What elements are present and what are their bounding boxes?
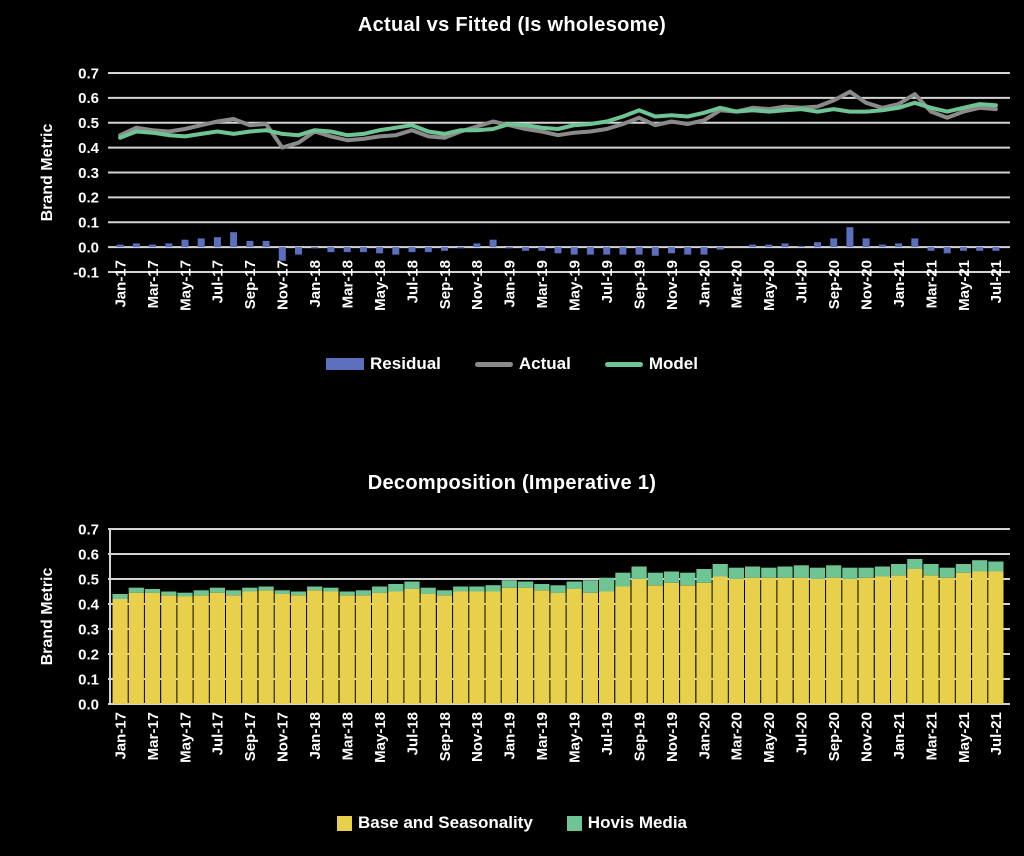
svg-text:0.2: 0.2 [78,190,99,207]
svg-text:Jan-21: Jan-21 [891,260,908,308]
svg-text:Jan-20: Jan-20 [696,260,713,308]
svg-text:Jan-17: Jan-17 [112,260,129,308]
svg-text:0.0: 0.0 [78,696,99,713]
legend-label-hovis-media: Hovis Media [587,813,687,832]
svg-text:Jan-18: Jan-18 [307,260,324,308]
svg-text:Mar-17: Mar-17 [145,712,162,760]
svg-text:Jul-18: Jul-18 [404,712,421,755]
svg-text:Sep-18: Sep-18 [437,260,454,309]
svg-text:Nov-20: Nov-20 [858,260,875,310]
svg-text:May-19: May-19 [566,260,583,311]
legend-item-base: Base and Seasonality [336,813,533,833]
hovis-media-swatch-icon [566,815,582,831]
svg-text:Mar-19: Mar-19 [534,712,551,760]
svg-text:Jan-17: Jan-17 [112,712,129,760]
svg-text:0.5: 0.5 [78,115,99,132]
svg-text:May-20: May-20 [761,712,778,763]
svg-text:0.3: 0.3 [78,165,99,182]
svg-text:May-21: May-21 [956,260,973,311]
decomposition-title: Decomposition (Imperative 1) [367,472,657,494]
svg-text:Nov-19: Nov-19 [664,712,681,762]
actual-vs-fitted-plot: 0.7 0.6 0.5 0.4 0.3 0.2 0.1 0.0 -0.1 Brand Metric… [39,65,1010,311]
svg-text:Nov-18: Nov-18 [469,260,486,310]
legend-item-residual: Residual [326,354,441,374]
svg-text:Sep-17: Sep-17 [242,260,259,309]
actual-vs-fitted-title: Actual vs Fitted (Is wholesome) [357,14,667,36]
svg-text:Jul-17: Jul-17 [210,260,227,303]
legend-item-actual: Actual [474,354,571,374]
svg-text:Nov-17: Nov-17 [275,260,292,310]
svg-text:May-18: May-18 [372,260,389,311]
legend-item-hovis-media: Hovis Media [566,813,687,833]
svg-text:Nov-17: Nov-17 [275,712,292,762]
svg-text:0.6: 0.6 [78,546,99,563]
svg-text:May-20: May-20 [761,260,778,311]
svg-text:Nov-18: Nov-18 [469,712,486,762]
svg-text:Nov-20: Nov-20 [858,712,875,762]
svg-text:Jan-21: Jan-21 [891,712,908,760]
svg-text:Jul-19: Jul-19 [599,260,616,303]
svg-text:0.2: 0.2 [78,646,99,663]
svg-text:Jul-20: Jul-20 [794,712,811,755]
svg-text:0.1: 0.1 [78,671,99,688]
model-swatch-icon [604,361,643,367]
actual-swatch-icon [474,361,513,367]
svg-text:Jan-19: Jan-19 [502,712,519,760]
svg-text:Mar-21: Mar-21 [923,712,940,760]
svg-text:Sep-20: Sep-20 [826,712,843,761]
svg-text:0.4: 0.4 [78,140,100,157]
legend-label-residual: Residual [370,354,441,373]
svg-text:Mar-17: Mar-17 [145,260,162,308]
base-swatch-icon [336,815,352,831]
svg-text:Jul-21: Jul-21 [988,712,1005,755]
svg-text:Mar-21: Mar-21 [923,260,940,308]
svg-text:0.1: 0.1 [78,215,99,232]
decomposition-legend: Base and Seasonality Hovis Media [0,813,1024,833]
svg-text:Mar-18: Mar-18 [339,712,356,760]
svg-text:Nov-19: Nov-19 [664,260,681,310]
svg-text:Sep-19: Sep-19 [631,712,648,761]
decomposition-plot: 0.7 0.6 0.5 0.4 0.3 0.2 0.1 0.0 Brand Metric Jan-… [39,521,1010,763]
svg-text:Mar-20: Mar-20 [729,260,746,308]
actual-vs-fitted-legend: Residual Actual Model [0,354,1024,374]
svg-text:Jan-18: Jan-18 [307,712,324,760]
svg-text:May-18: May-18 [372,712,389,763]
svg-text:Jan-20: Jan-20 [696,712,713,760]
svg-text:0.7: 0.7 [78,521,99,538]
svg-text:May-21: May-21 [956,712,973,763]
svg-text:Mar-18: Mar-18 [339,260,356,308]
legend-label-model: Model [648,354,698,373]
svg-text:Sep-19: Sep-19 [631,260,648,309]
svg-text:Jan-19: Jan-19 [502,260,519,308]
svg-text:Mar-20: Mar-20 [729,712,746,760]
svg-text:Sep-20: Sep-20 [826,260,843,309]
svg-text:0.0: 0.0 [78,239,99,256]
svg-text:-0.1: -0.1 [73,264,99,281]
legend-item-model: Model [604,354,698,374]
legend-label-base: Base and Seasonality [357,813,533,832]
svg-text:0.4: 0.4 [78,596,100,613]
svg-text:0.7: 0.7 [78,65,99,82]
svg-text:Brand Metric: Brand Metric [39,124,56,222]
svg-text:0.6: 0.6 [78,90,99,107]
svg-text:May-17: May-17 [177,712,194,763]
svg-text:Brand Metric: Brand Metric [39,568,56,666]
svg-text:May-19: May-19 [566,712,583,763]
svg-text:Jul-20: Jul-20 [794,260,811,303]
svg-text:Jul-17: Jul-17 [210,712,227,755]
svg-text:0.5: 0.5 [78,571,99,588]
svg-text:Mar-19: Mar-19 [534,260,551,308]
svg-text:0.3: 0.3 [78,621,99,638]
svg-text:Sep-18: Sep-18 [437,712,454,761]
svg-text:Jul-19: Jul-19 [599,712,616,755]
svg-text:Jul-21: Jul-21 [988,260,1005,303]
svg-text:Sep-17: Sep-17 [242,712,259,761]
svg-text:May-17: May-17 [177,260,194,311]
residual-swatch-icon [326,358,365,370]
svg-text:Jul-18: Jul-18 [404,260,421,303]
legend-label-actual: Actual [518,354,571,373]
